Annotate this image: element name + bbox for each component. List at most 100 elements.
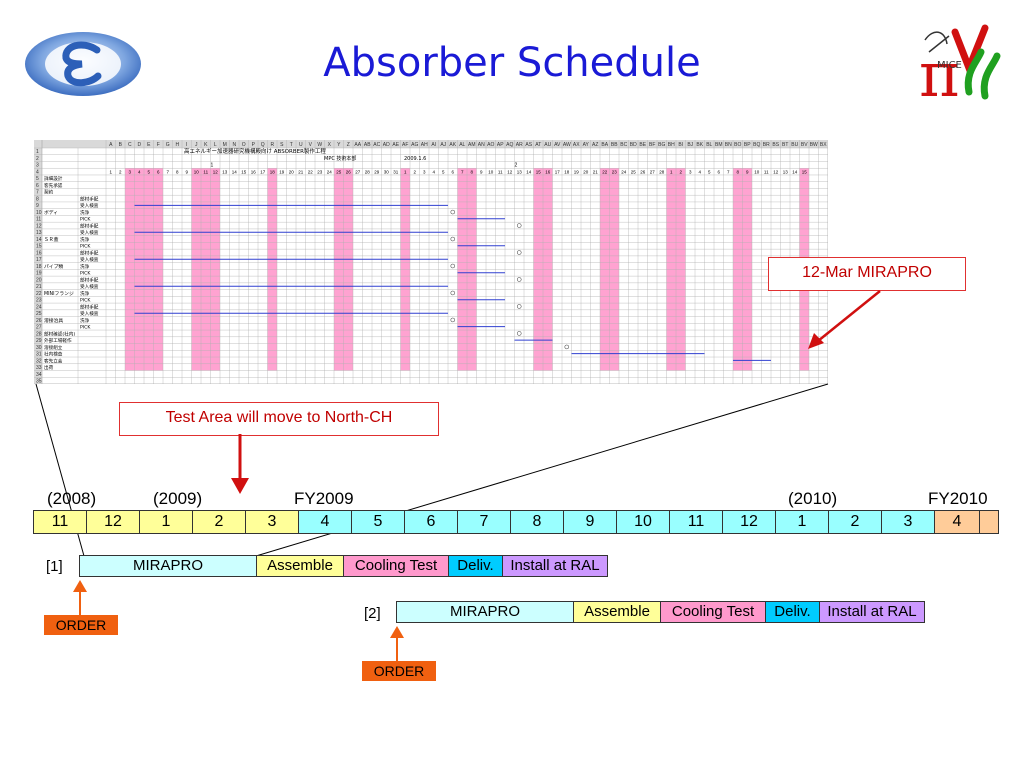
- column-letter: AO: [487, 142, 494, 148]
- column-letter: BS: [772, 142, 779, 148]
- column-letter: D: [137, 142, 141, 148]
- column-letter: V: [309, 142, 313, 148]
- column-letter: AK: [449, 142, 456, 148]
- group-label: ＳＲ蓋: [44, 236, 59, 243]
- milestone-marker: [517, 277, 522, 282]
- timeline-month: 7: [457, 510, 511, 534]
- column-letter: BC: [620, 142, 627, 148]
- day-number: 4: [432, 169, 435, 174]
- row-number: 30: [36, 345, 42, 351]
- milestone-marker: [450, 263, 455, 269]
- column-letter: AA: [354, 142, 361, 148]
- task-label: 洗浄: [80, 209, 90, 216]
- task-label: PICK: [80, 325, 91, 331]
- column-letter: BQ: [753, 142, 760, 148]
- day-number: 26: [640, 169, 646, 174]
- task-label: 受入検査: [80, 283, 99, 290]
- day-number: 15: [802, 169, 808, 174]
- column-letter: BF: [649, 142, 655, 148]
- phase-install: Install at RAL: [819, 601, 925, 623]
- phase-cooling-test: Cooling Test: [660, 601, 766, 623]
- group-label: 溶接治具: [44, 317, 63, 324]
- column-letter: H: [175, 142, 179, 148]
- column-letter: B: [119, 142, 123, 148]
- row-number: 20: [36, 277, 42, 283]
- column-letter: AB: [364, 142, 371, 148]
- milestone-marker: [450, 290, 455, 296]
- row-number: 12: [36, 223, 42, 229]
- milestone-marker: [450, 317, 455, 323]
- column-letter: BP: [744, 142, 751, 148]
- day-number: 23: [317, 169, 323, 174]
- column-letter: BN: [725, 142, 732, 148]
- day-number: 1: [670, 169, 673, 174]
- phase-delivery: Deliv.: [448, 555, 503, 577]
- plan-1-bar: MIRAPRO Assemble Cooling Test Deliv. Ins…: [79, 555, 608, 577]
- day-number: 4: [698, 169, 701, 174]
- day-number: 27: [355, 169, 361, 174]
- day-number: 22: [602, 169, 608, 174]
- phase-delivery: Deliv.: [765, 601, 820, 623]
- column-letter: M: [223, 142, 227, 148]
- task-label: 洗浄: [80, 236, 90, 243]
- kek-logo-icon: [25, 32, 141, 96]
- day-number: 3: [423, 169, 426, 174]
- day-number: 12: [213, 169, 219, 174]
- day-number: 19: [279, 169, 285, 174]
- day-number: 9: [480, 169, 483, 174]
- order-badge-2: ORDER: [362, 661, 436, 681]
- day-number: 10: [488, 169, 494, 174]
- day-number: 15: [536, 169, 542, 174]
- column-letter: AZ: [592, 142, 598, 148]
- row-number: 34: [36, 372, 42, 378]
- row-header-bar: [34, 140, 42, 384]
- timeline-month: [979, 510, 999, 534]
- day-number: 8: [736, 169, 739, 174]
- timeline-month: 4: [934, 510, 980, 534]
- gantt-spreadsheet: A B C D E F G H I J K L M N O P Q R S T U V W X Y Z AA AB AC AD AE AF AG…: [34, 140, 828, 384]
- row-number: 13: [36, 230, 42, 236]
- day-number: 24: [621, 169, 627, 174]
- timeline-month: 11: [669, 510, 723, 534]
- task-label: 部材手配: [80, 222, 99, 229]
- column-letter: AT: [535, 142, 541, 148]
- timeline-month: 3: [881, 510, 935, 534]
- phase-cooling-test: Cooling Test: [343, 555, 449, 577]
- day-number: 30: [384, 169, 390, 174]
- row-number: 4: [36, 169, 39, 175]
- row-number: 10: [36, 210, 42, 216]
- column-letter: BJ: [687, 142, 693, 148]
- timeline-month: 2: [192, 510, 246, 534]
- day-number: 21: [593, 169, 599, 174]
- task-label: 洗浄: [80, 290, 90, 297]
- year-label-2009: (2009): [153, 489, 203, 508]
- timeline-month: 12: [86, 510, 140, 534]
- column-letter: AQ: [506, 142, 513, 148]
- row-number: 35: [36, 379, 42, 385]
- day-number: 14: [232, 169, 238, 174]
- phase-mirapro: MIRAPRO: [396, 601, 574, 623]
- day-number: 18: [270, 169, 276, 174]
- day-number: 13: [517, 169, 523, 174]
- row-number: 15: [36, 244, 42, 250]
- column-letter: K: [204, 142, 208, 148]
- row-number: 16: [36, 250, 42, 256]
- row-number: 3: [36, 163, 39, 169]
- timeline-month: 10: [616, 510, 670, 534]
- column-letter: BO: [734, 142, 741, 148]
- day-number: 13: [783, 169, 789, 174]
- row-number: 31: [36, 352, 42, 358]
- column-letter: O: [242, 142, 246, 148]
- day-number: 16: [251, 169, 257, 174]
- row-number: 1: [36, 149, 39, 155]
- task-label: 受入検査: [80, 202, 99, 209]
- task-label: 客先立会: [44, 357, 63, 364]
- sheet-background: [34, 140, 828, 384]
- day-number: 26: [346, 169, 352, 174]
- row-number: 14: [36, 237, 42, 243]
- fy2010-label: FY2010: [928, 489, 988, 508]
- milestone-marker: [450, 209, 455, 215]
- year-label-2010: (2010): [788, 489, 838, 508]
- row-number: 6: [36, 183, 39, 189]
- day-number: 17: [260, 169, 266, 174]
